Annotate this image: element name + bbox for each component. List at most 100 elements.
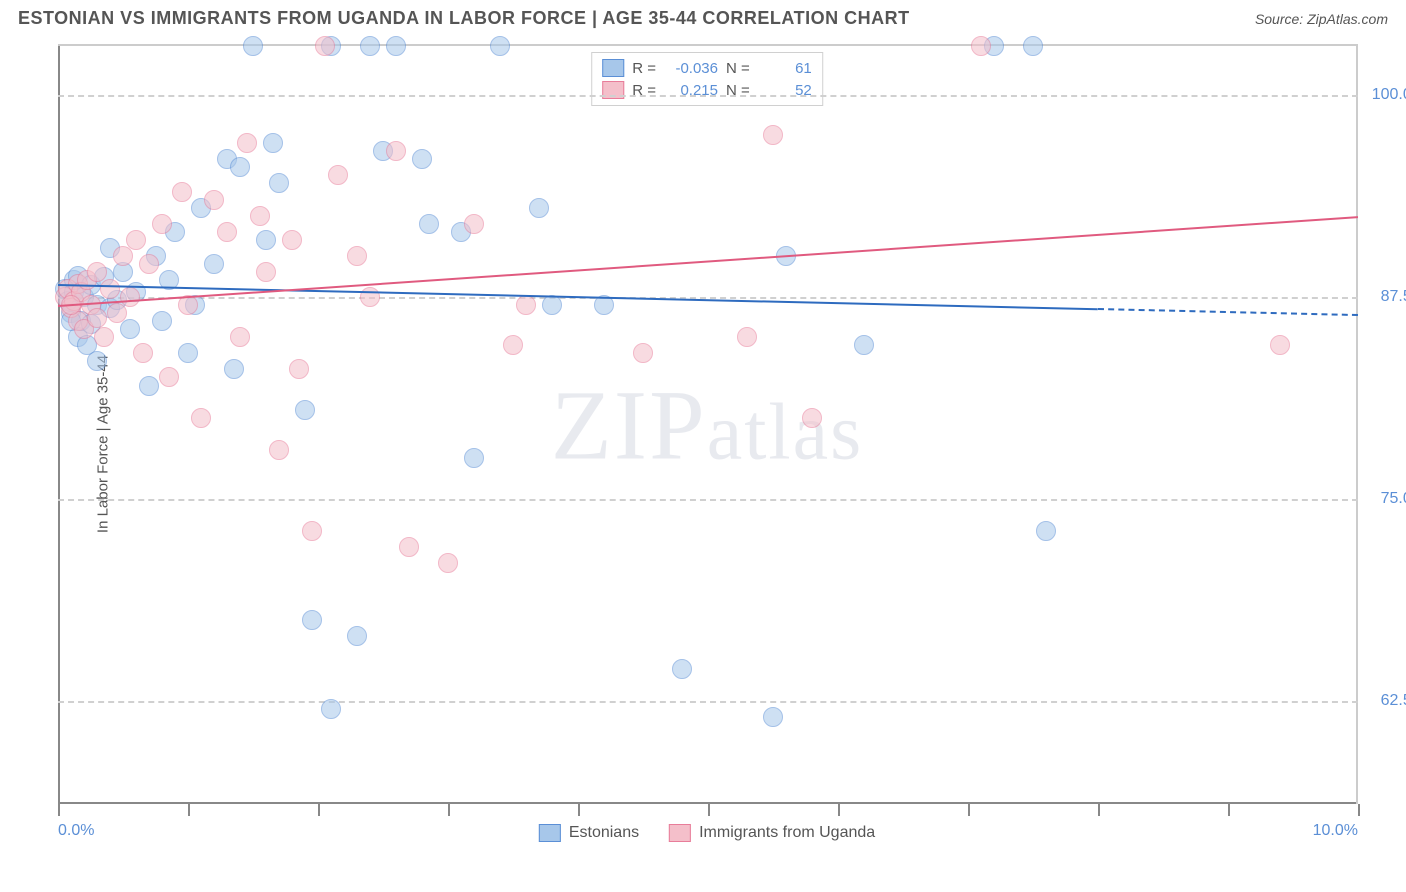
point-uganda <box>1270 335 1290 355</box>
point-estonians <box>295 400 315 420</box>
x-tick <box>968 804 970 816</box>
series-legend: Estonians Immigrants from Uganda <box>539 824 875 842</box>
correlation-legend: R = -0.036 N = 61 R = 0.215 N = 52 <box>591 52 823 106</box>
point-uganda <box>302 521 322 541</box>
point-uganda <box>159 367 179 387</box>
point-estonians <box>224 359 244 379</box>
x-tick <box>578 804 580 816</box>
point-estonians <box>490 36 510 56</box>
legend-row-uganda: R = 0.215 N = 52 <box>602 79 812 101</box>
point-estonians <box>386 36 406 56</box>
x-tick <box>1228 804 1230 816</box>
point-uganda <box>360 287 380 307</box>
legend-label-0: Estonians <box>569 824 639 842</box>
point-estonians <box>178 343 198 363</box>
r-label-0: R = <box>632 60 656 77</box>
point-uganda <box>152 214 172 234</box>
point-estonians <box>412 149 432 169</box>
point-estonians <box>87 351 107 371</box>
chart-header: ESTONIAN VS IMMIGRANTS FROM UGANDA IN LA… <box>0 0 1406 33</box>
point-uganda <box>217 222 237 242</box>
point-uganda <box>191 408 211 428</box>
point-estonians <box>230 157 250 177</box>
chart-title: ESTONIAN VS IMMIGRANTS FROM UGANDA IN LA… <box>18 8 910 29</box>
point-estonians <box>120 319 140 339</box>
y-axis-line <box>58 46 60 804</box>
x-tick <box>838 804 840 816</box>
n-label-0: N = <box>726 60 750 77</box>
point-uganda <box>120 287 140 307</box>
x-axis-end-label: 10.0% <box>1313 822 1358 840</box>
point-estonians <box>139 376 159 396</box>
point-uganda <box>172 182 192 202</box>
r-value-0: -0.036 <box>664 60 718 77</box>
swatch-uganda-bottom <box>669 824 691 842</box>
y-tick-label: 75.0% <box>1366 490 1406 508</box>
x-tick <box>318 804 320 816</box>
point-uganda <box>100 279 120 299</box>
point-uganda <box>328 165 348 185</box>
point-estonians <box>204 254 224 274</box>
point-estonians <box>263 133 283 153</box>
trend-line <box>58 216 1358 307</box>
point-uganda <box>399 537 419 557</box>
point-uganda <box>230 327 250 347</box>
x-axis-start-label: 0.0% <box>58 822 94 840</box>
plot-area: ZIPatlas R = -0.036 N = 61 R = 0.215 N =… <box>58 44 1358 804</box>
point-uganda <box>737 327 757 347</box>
point-uganda <box>438 553 458 573</box>
point-uganda <box>971 36 991 56</box>
legend-item-uganda: Immigrants from Uganda <box>669 824 875 842</box>
point-uganda <box>386 141 406 161</box>
point-uganda <box>139 254 159 274</box>
legend-item-estonians: Estonians <box>539 824 639 842</box>
point-estonians <box>269 173 289 193</box>
point-estonians <box>419 214 439 234</box>
point-uganda <box>204 190 224 210</box>
source-label: Source: ZipAtlas.com <box>1255 11 1388 27</box>
point-uganda <box>503 335 523 355</box>
point-uganda <box>250 206 270 226</box>
x-tick <box>708 804 710 816</box>
point-uganda <box>113 246 133 266</box>
swatch-estonians-bottom <box>539 824 561 842</box>
point-estonians <box>321 699 341 719</box>
point-uganda <box>269 440 289 460</box>
point-estonians <box>360 36 380 56</box>
point-estonians <box>464 448 484 468</box>
point-estonians <box>152 311 172 331</box>
point-uganda <box>763 125 783 145</box>
gridline <box>58 499 1358 501</box>
point-estonians <box>763 707 783 727</box>
point-uganda <box>107 303 127 323</box>
x-tick <box>188 804 190 816</box>
x-tick <box>448 804 450 816</box>
point-uganda <box>133 343 153 363</box>
point-uganda <box>315 36 335 56</box>
x-tick <box>1358 804 1360 816</box>
n-value-0: 61 <box>758 60 812 77</box>
point-estonians <box>302 610 322 630</box>
point-estonians <box>1023 36 1043 56</box>
point-uganda <box>464 214 484 234</box>
point-estonians <box>347 626 367 646</box>
point-uganda <box>633 343 653 363</box>
chart-container: In Labor Force | Age 35-44 ZIPatlas R = … <box>18 44 1388 844</box>
point-uganda <box>94 327 114 347</box>
gridline <box>58 701 1358 703</box>
trend-line <box>1098 308 1358 316</box>
point-estonians <box>256 230 276 250</box>
point-uganda <box>289 359 309 379</box>
point-estonians <box>542 295 562 315</box>
point-uganda <box>282 230 302 250</box>
point-uganda <box>87 308 107 328</box>
swatch-estonians <box>602 59 624 77</box>
x-axis-line <box>58 802 1356 804</box>
point-estonians <box>672 659 692 679</box>
point-uganda <box>126 230 146 250</box>
point-estonians <box>854 335 874 355</box>
point-uganda <box>237 133 257 153</box>
legend-label-1: Immigrants from Uganda <box>699 824 875 842</box>
gridline <box>58 95 1358 97</box>
legend-row-estonians: R = -0.036 N = 61 <box>602 57 812 79</box>
